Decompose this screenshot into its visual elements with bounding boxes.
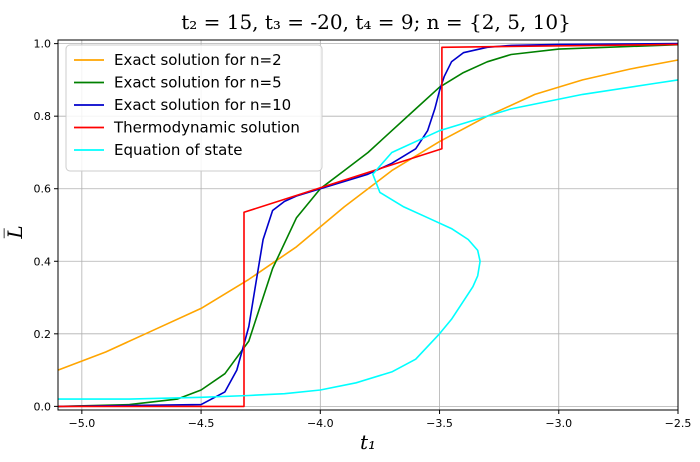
- legend: Exact solution for n=2 Exact solution for…: [65, 44, 323, 172]
- x-tick-label: −4.0: [307, 417, 334, 430]
- chart-title: t₂ = 15, t₃ = -20, t₄ = 9; n = {2, 5, 10…: [181, 10, 571, 34]
- x-axis-label: t₁: [360, 430, 376, 454]
- y-tick-label: 0.4: [34, 255, 52, 268]
- series-line-1: [57, 59, 679, 371]
- y-tick-label: 0.8: [34, 110, 52, 123]
- y-tick-label: 0.0: [34, 400, 52, 413]
- x-tick-label: −3.0: [545, 417, 572, 430]
- y-tick-label: 0.2: [34, 328, 52, 341]
- y-axis-label: L̅: [2, 225, 27, 239]
- x-tick-label: −3.5: [426, 417, 453, 430]
- x-tick-label: −2.5: [665, 417, 692, 430]
- legend-frame: [65, 44, 323, 172]
- series-line-4: [58, 43, 679, 408]
- legend-label: Exact solution for n=2: [114, 51, 282, 69]
- legend-label: Exact solution for n=5: [114, 74, 282, 92]
- series-line-5: [58, 79, 679, 400]
- series-layer: [57, 42, 679, 408]
- legend-label: Equation of state: [114, 141, 242, 159]
- series-line-3: [57, 42, 679, 408]
- x-tick-label: −5.0: [68, 417, 95, 430]
- y-tick-label: 1.0: [34, 38, 52, 51]
- y-tick-label: 0.6: [34, 183, 52, 196]
- x-tick-label: −4.5: [188, 417, 215, 430]
- legend-label: Exact solution for n=10: [114, 96, 291, 114]
- series-line-2: [57, 43, 679, 408]
- legend-label: Thermodynamic solution: [113, 119, 300, 137]
- plot-frame: [57, 39, 679, 411]
- ticks: −5.0 −4.5 −4.0 −3.5 −3.0 −2.5 0.0 0.2 0.4 0.6 0.8 1…: [34, 38, 692, 430]
